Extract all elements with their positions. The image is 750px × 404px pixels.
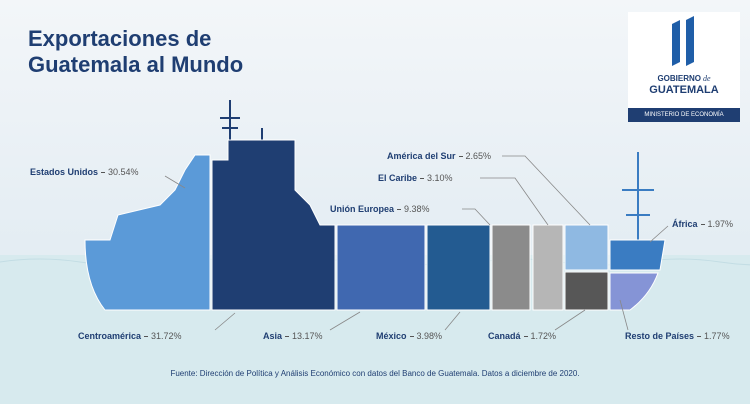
- category-name: El Caribe: [378, 173, 418, 183]
- value-label: 9.38%: [404, 204, 430, 214]
- category-name: México: [376, 331, 407, 341]
- category-name: África: [672, 219, 698, 229]
- category-name: Canadá: [488, 331, 521, 341]
- separator: [397, 209, 402, 211]
- leader-line: [554, 309, 586, 331]
- logo-name: GUATEMALA: [649, 84, 719, 96]
- value-label: 1.77%: [704, 331, 730, 341]
- separator: [101, 172, 106, 174]
- segment-label: Asia 13.17%: [263, 331, 323, 341]
- ship-segment: [609, 272, 659, 311]
- leader-line: [649, 225, 669, 243]
- segment-label: Centroamérica 31.72%: [78, 331, 182, 341]
- segment-label: México 3.98%: [376, 331, 442, 341]
- leader-line: [502, 155, 591, 226]
- category-name: América del Sur: [387, 151, 456, 161]
- stern-mast: [622, 152, 654, 240]
- value-label: 3.98%: [416, 331, 443, 341]
- segment-label: Estados Unidos 30.54%: [30, 167, 139, 177]
- value-label: 3.10%: [427, 173, 453, 183]
- category-name: Resto de Países: [625, 331, 695, 341]
- ship-segment: [609, 239, 666, 271]
- ship-segment: [564, 224, 609, 271]
- separator: [700, 224, 705, 226]
- segment-label: África 1.97%: [672, 219, 733, 229]
- logo-script: de: [703, 74, 711, 83]
- source: Fuente: Dirección de Política y Análisis…: [170, 369, 580, 378]
- value-label: 2.65%: [465, 151, 492, 161]
- ship-segment: [564, 271, 609, 311]
- value-label: 30.54%: [108, 167, 139, 177]
- separator: [144, 336, 149, 338]
- logo-mark: [672, 16, 694, 66]
- separator: [409, 336, 414, 338]
- leader-line: [329, 311, 361, 331]
- logo-top: GOBIERNO de: [628, 74, 740, 83]
- segment-label: Resto de Países 1.77%: [625, 331, 730, 341]
- chart-title: Exportaciones de Guatemala al Mundo: [28, 26, 244, 77]
- leader-line: [480, 177, 549, 226]
- category-name: Estados Unidos: [30, 167, 99, 177]
- value-label: 1.72%: [530, 331, 557, 341]
- logo-top-text: GOBIERNO: [657, 74, 701, 83]
- separator: [523, 336, 528, 338]
- category-name: Centroamérica: [78, 331, 142, 341]
- separator: [285, 336, 290, 338]
- value-label: 13.17%: [292, 331, 323, 341]
- leader-line: [444, 311, 461, 331]
- logo: GOBIERNO de GUATEMALA MINISTERIO DE ECONO…: [628, 12, 740, 122]
- separator: [420, 178, 425, 180]
- leader-line: [214, 312, 236, 331]
- segment-label: América del Sur 2.65%: [387, 151, 491, 161]
- leader-line: [619, 299, 629, 331]
- ship-segment: [211, 139, 336, 311]
- separator: [697, 336, 702, 338]
- leader-line: [462, 208, 491, 226]
- ship-segment: [336, 224, 426, 311]
- ship-segment: [84, 154, 211, 311]
- segment-label: El Caribe 3.10%: [378, 173, 453, 183]
- logo-ministry: MINISTERIO DE ECONOMÍA: [628, 108, 740, 122]
- leader-line: [164, 175, 186, 189]
- value-label: 1.97%: [707, 219, 734, 229]
- segment-label: Unión Europea 9.38%: [330, 204, 430, 214]
- category-name: Asia: [263, 331, 283, 341]
- ship-segment: [426, 224, 491, 311]
- ship-segment: [491, 224, 531, 311]
- value-label: 31.72%: [151, 331, 182, 341]
- segment-label: Canadá 1.72%: [488, 331, 556, 341]
- separator: [458, 156, 463, 158]
- category-name: Unión Europea: [330, 204, 395, 214]
- ship-segment: [532, 224, 564, 311]
